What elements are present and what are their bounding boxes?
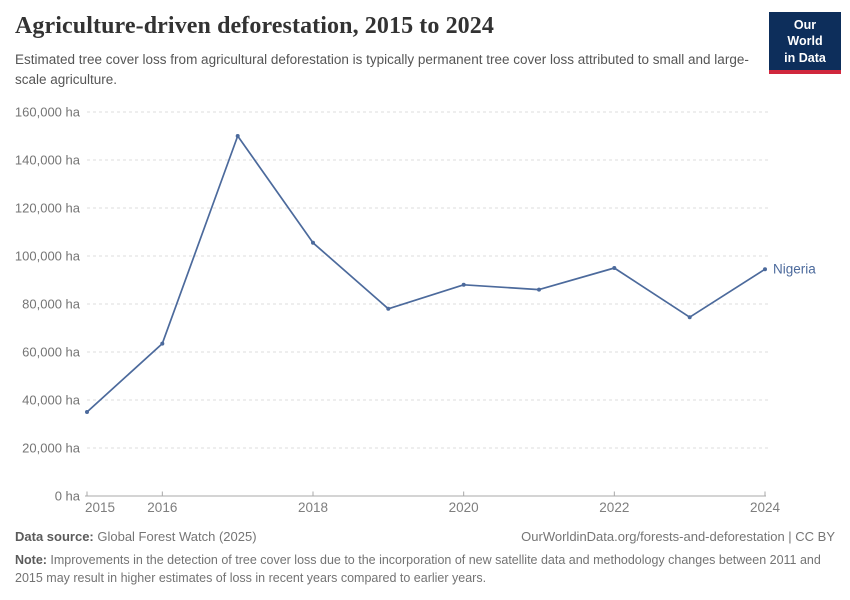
data-point[interactable] (461, 282, 466, 287)
data-point[interactable] (687, 315, 692, 320)
data-point[interactable] (386, 306, 391, 311)
y-axis-label: 60,000 ha (22, 345, 81, 360)
data-point[interactable] (311, 240, 315, 245)
x-axis-label: 2016 (147, 500, 177, 515)
owid-logo[interactable]: Our World in Data (769, 12, 841, 74)
chart-note: Note: Improvements in the detection of t… (15, 551, 835, 587)
x-axis-label: 2015 (85, 500, 115, 515)
data-source-label: Data source: (15, 529, 94, 544)
y-axis-label: 160,000 ha (15, 105, 81, 120)
chart-subtitle: Estimated tree cover loss from agricultu… (15, 52, 749, 88)
x-axis-label: 2020 (449, 500, 479, 515)
y-axis-label: 20,000 ha (22, 441, 81, 456)
y-axis-label: 80,000 ha (22, 297, 81, 312)
attribution-link[interactable]: OurWorldinData.org/forests-and-deforesta… (521, 529, 835, 544)
data-point[interactable] (85, 410, 89, 414)
data-point[interactable] (235, 134, 240, 138)
note-label: Note: (15, 553, 47, 567)
y-axis-label: 100,000 ha (15, 249, 81, 264)
y-axis-label: 140,000 ha (15, 153, 81, 168)
owid-logo-line1: Our World (787, 18, 823, 49)
data-point[interactable] (537, 287, 541, 292)
owid-logo-line2: in Data (784, 50, 826, 65)
x-axis-label: 2024 (750, 500, 781, 515)
page-title: Agriculture-driven deforestation, 2015 t… (15, 13, 494, 39)
data-source: Data source: Global Forest Watch (2025) (15, 529, 257, 544)
y-axis-label: 0 ha (55, 489, 81, 504)
y-axis-label: 40,000 ha (22, 393, 81, 408)
data-point[interactable] (160, 341, 165, 346)
data-point[interactable] (763, 267, 767, 272)
entity-label: Nigeria (773, 262, 816, 277)
x-axis-label: 2022 (599, 500, 629, 515)
series-line (86, 135, 766, 413)
chart-footer: Data source: Global Forest Watch (2025) … (15, 529, 835, 587)
x-axis-label: 2018 (298, 500, 328, 515)
note-text: Improvements in the detection of tree co… (15, 553, 821, 586)
data-source-value: Global Forest Watch (2025) (93, 529, 257, 544)
y-axis-label: 120,000 ha (15, 201, 81, 216)
data-point[interactable] (612, 266, 617, 270)
